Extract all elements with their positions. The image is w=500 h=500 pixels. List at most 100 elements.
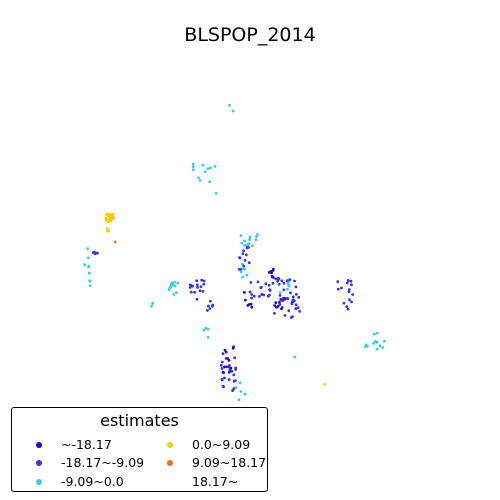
map-point-12 [214, 192, 218, 195]
map-point-239 [250, 305, 254, 309]
map-point-81 [366, 344, 369, 348]
map-point-46 [176, 281, 180, 285]
map-point-99 [202, 279, 206, 283]
map-point-163 [267, 283, 271, 287]
map-point-143 [286, 297, 289, 301]
map-point-216 [221, 352, 225, 355]
map-point-26 [248, 238, 252, 242]
map-point-176 [266, 294, 270, 298]
map-point-277 [108, 217, 112, 221]
map-point-131 [278, 303, 282, 306]
map-point-20 [243, 239, 246, 243]
legend-title: estimates [100, 411, 179, 430]
map-point-222 [209, 299, 212, 303]
map-point-27 [243, 243, 247, 247]
map-point-98 [198, 289, 202, 293]
map-point-124 [288, 278, 292, 281]
point-layer [83, 103, 386, 402]
map-point-219 [206, 309, 209, 312]
map-point-255 [280, 307, 283, 311]
map-point-227 [221, 370, 225, 374]
map-point-168 [250, 296, 254, 300]
map-point-34 [87, 271, 91, 275]
map-point-29 [87, 256, 90, 260]
map-point-35 [88, 279, 92, 283]
map-point-248 [270, 271, 273, 275]
map-point-37 [175, 291, 178, 295]
map-point-273 [104, 216, 108, 220]
map-point-45 [173, 280, 177, 284]
legend-marker-2 [36, 460, 42, 466]
chart-title: BLSPOP_2014 [184, 24, 316, 46]
map-point-153 [273, 311, 276, 315]
map-point-221 [207, 304, 210, 308]
map-point-134 [282, 288, 286, 292]
map-point-181 [350, 283, 353, 287]
map-point-7 [208, 180, 212, 184]
map-point-178 [252, 294, 256, 298]
map-point-68 [245, 273, 249, 277]
map-point-137 [294, 307, 298, 311]
map-point-215 [227, 378, 231, 382]
legend-label-2: -18.17~-9.09 [61, 455, 145, 470]
map-point-206 [234, 366, 238, 370]
map-point-118 [244, 253, 248, 257]
map-point-280 [106, 212, 110, 216]
map-point-250 [278, 300, 281, 304]
map-point-76 [375, 340, 379, 344]
map-point-251 [273, 304, 277, 307]
map-point-192 [350, 300, 353, 304]
map-point-19 [256, 233, 259, 237]
map-point-218 [220, 378, 224, 382]
map-point-6 [201, 163, 205, 167]
map-point-94 [202, 282, 206, 286]
map-point-161 [250, 293, 254, 296]
map-point-105 [196, 286, 199, 289]
map-point-93 [199, 285, 203, 289]
legend-marker-4 [167, 442, 173, 448]
map-point-1 [231, 109, 235, 113]
map-point-2 [191, 168, 195, 172]
map-point-202 [219, 364, 223, 367]
map-point-139 [289, 291, 292, 295]
map-point-286 [323, 382, 326, 386]
map-point-203 [233, 356, 237, 360]
map-point-106 [195, 279, 199, 283]
map-point-15 [239, 234, 243, 238]
map-point-50 [151, 302, 155, 305]
map-point-172 [259, 286, 263, 290]
map-point-195 [232, 373, 236, 377]
map-point-158 [287, 309, 291, 313]
map-point-36 [83, 263, 87, 267]
legend-label-5: 9.09~18.17 [192, 455, 267, 470]
map-point-113 [239, 268, 242, 271]
map-point-8 [206, 167, 210, 171]
map-point-109 [247, 261, 251, 265]
legend-marker-1 [36, 442, 42, 448]
map-point-140 [293, 279, 296, 283]
map-point-69 [243, 267, 247, 271]
map-point-232 [227, 359, 231, 362]
map-point-85 [239, 390, 243, 393]
map-point-120 [241, 252, 245, 256]
map-point-111 [242, 264, 246, 268]
map-point-80 [378, 344, 382, 348]
map-point-164 [248, 290, 252, 294]
map-point-274 [107, 220, 110, 224]
map-point-63 [206, 327, 210, 331]
map-point-183 [347, 290, 351, 294]
map-point-82 [243, 392, 247, 396]
map-point-107 [195, 283, 199, 287]
legend-label-4: 0.0~9.09 [192, 437, 251, 452]
map-point-125 [295, 293, 298, 296]
legend-marker-3 [36, 479, 42, 485]
map-point-43 [167, 288, 171, 292]
map-point-145 [283, 314, 287, 317]
map-point-75 [372, 332, 376, 336]
map-point-214 [232, 387, 236, 390]
map-point-207 [228, 364, 231, 367]
map-point-182 [345, 305, 349, 308]
map-point-73 [372, 341, 375, 345]
map-point-4 [203, 170, 207, 174]
map-point-231 [229, 366, 233, 370]
